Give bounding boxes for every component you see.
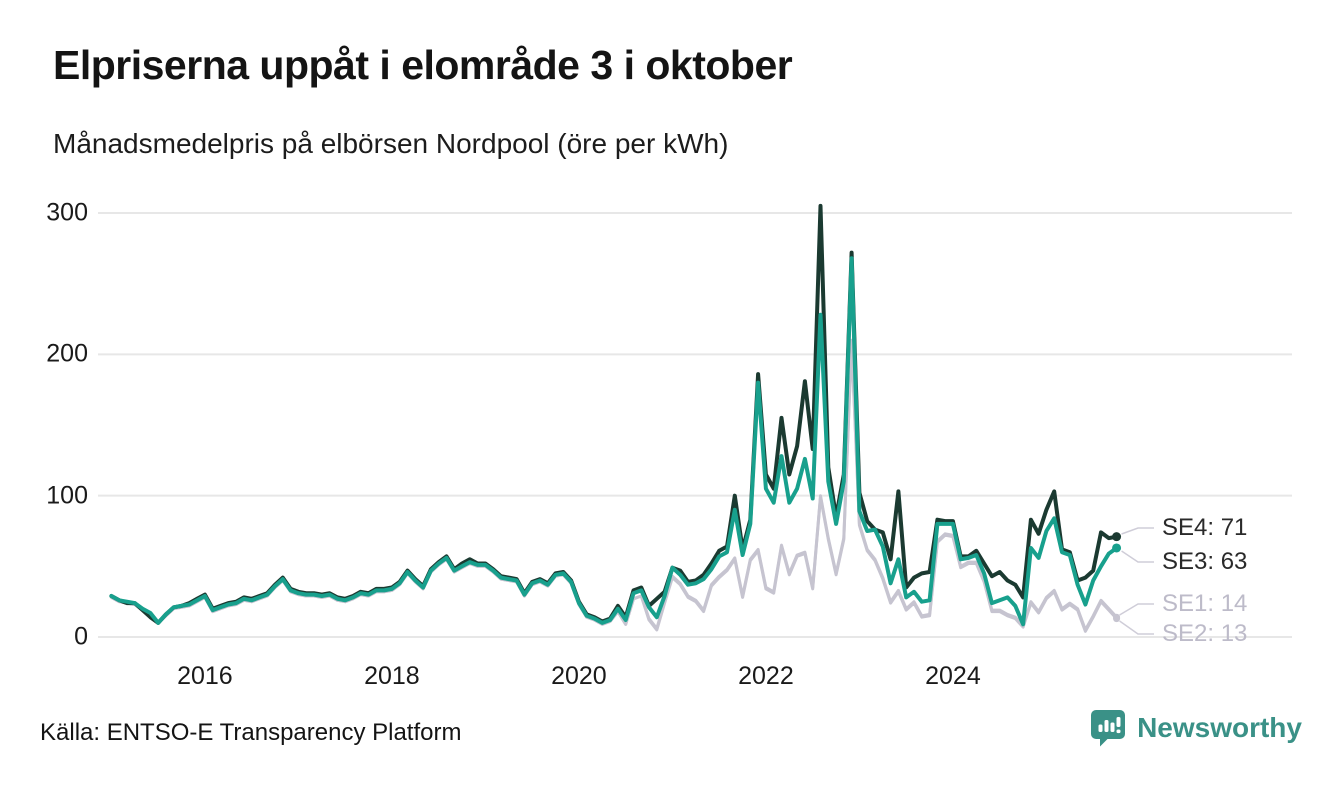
leader-line-SE4 (1121, 527, 1154, 535)
y-tick-label-100: 100 (46, 481, 88, 510)
series-end-label-SE3: SE3: 63 (1162, 548, 1248, 575)
page-title: Elpriserna uppåt i elområde 3 i oktober (53, 42, 793, 88)
series-line-SE1 (109, 338, 1119, 632)
y-tick-label-0: 0 (74, 622, 88, 651)
series-end-label-SE1: SE1: 14 (1162, 590, 1248, 617)
newsworthy-wordmark: Newsworthy (1137, 712, 1302, 743)
x-tick-label-2024: 2024 (925, 662, 981, 690)
series-line-SE3 (109, 256, 1119, 627)
leader-line-SE3 (1121, 550, 1154, 563)
y-tick-label-200: 200 (46, 339, 88, 368)
newsworthy-logo: Newsworthy (1089, 708, 1302, 748)
series-end-dot-SE4 (1112, 532, 1122, 542)
y-tick-label-300: 300 (46, 198, 88, 227)
x-tick-label-2018: 2018 (364, 662, 420, 690)
bar-chart-glyph (1098, 717, 1121, 734)
series-line-SE2 (109, 341, 1119, 633)
leader-line-SE2 (1119, 620, 1154, 635)
newsworthy-icon (1091, 710, 1126, 747)
series-end-dot-SE2 (1113, 615, 1121, 623)
x-tick-label-2020: 2020 (551, 662, 607, 690)
source-note: Källa: ENTSO-E Transparency Platform (40, 719, 462, 746)
series-end-label-SE4: SE4: 71 (1162, 514, 1248, 541)
series-end-label-SE2: SE2: 13 (1162, 620, 1248, 647)
x-tick-label-2022: 2022 (738, 662, 794, 690)
series-end-dot-SE3 (1112, 543, 1122, 553)
leader-line-SE1 (1119, 603, 1154, 616)
chart-subtitle: Månadsmedelpris på elbörsen Nordpool (ör… (53, 128, 729, 159)
x-tick-label-2016: 2016 (177, 662, 233, 690)
